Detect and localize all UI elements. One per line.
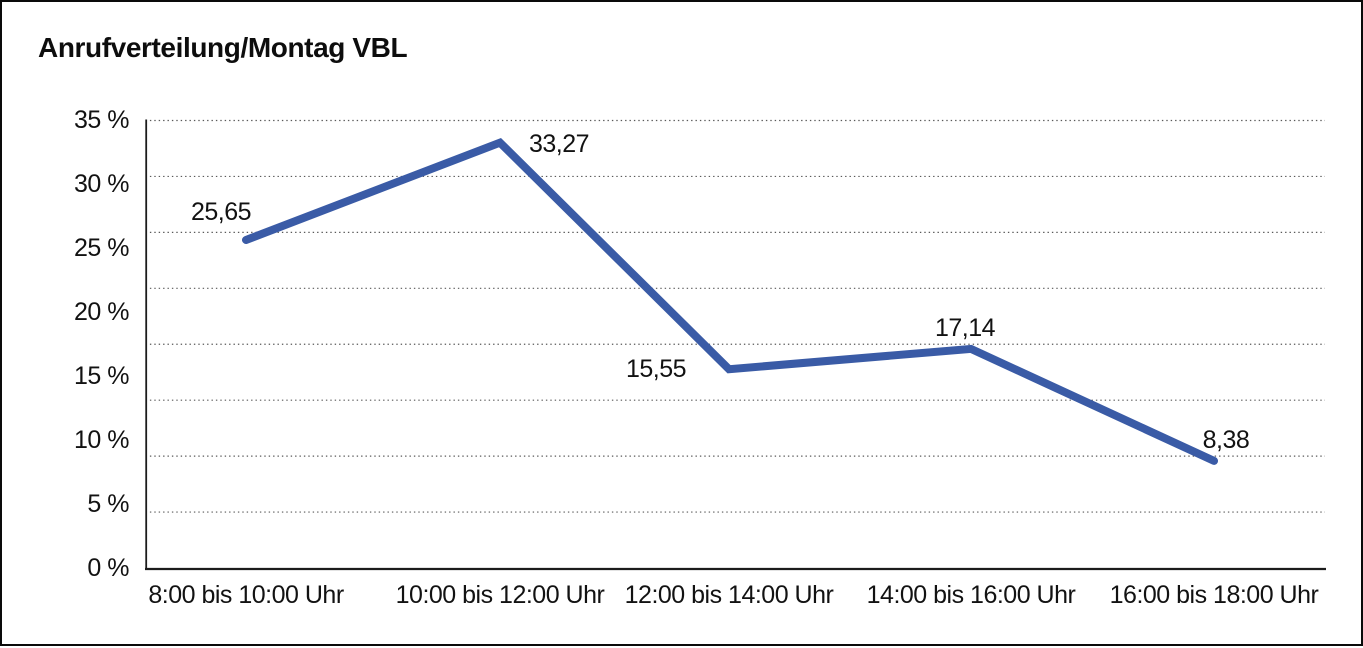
data-point-label: 33,27 [528,130,590,158]
y-axis-tick-label: 30 % [74,170,129,198]
y-axis-tick-label: 5 % [87,490,129,518]
data-point-label: 8,38 [1202,426,1250,454]
x-axis-category-label: 16:00 bis 18:00 Uhr [1109,581,1319,609]
y-axis-tick-label: 20 % [74,298,129,326]
y-axis-tick-label: 25 % [74,234,129,262]
y-axis-tick-label: 35 % [74,106,129,134]
chart-title: Anrufverteilung/Montag VBL [38,32,408,63]
data-point-label: 25,65 [190,198,252,226]
data-point-label: 15,55 [625,355,687,383]
x-axis-category-label: 14:00 bis 16:00 Uhr [866,581,1076,609]
data-point-label: 17,14 [934,314,996,342]
y-axis-tick-label: 0 % [87,554,129,582]
y-axis-tick-label: 10 % [74,426,129,454]
data-line [242,137,1218,465]
y-axis-tick-label: 15 % [74,362,129,390]
x-axis-category-label: 8:00 bis 10:00 Uhr [148,581,344,609]
x-axis-category-label: 12:00 bis 14:00 Uhr [624,581,834,609]
x-axis-category-label: 10:00 bis 12:00 Uhr [395,581,605,609]
